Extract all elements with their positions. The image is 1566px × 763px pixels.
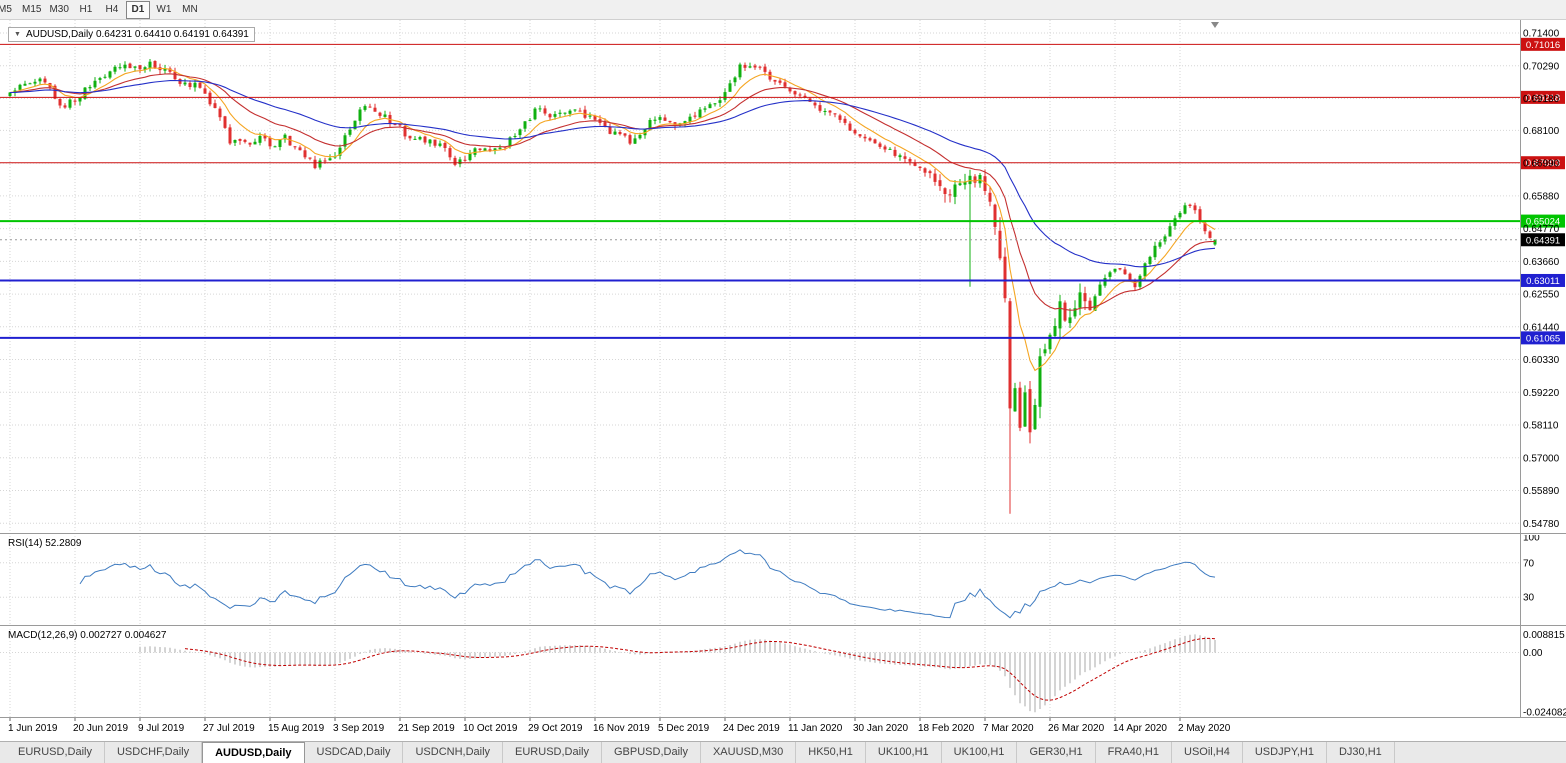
svg-text:0.67003: 0.67003 xyxy=(1526,158,1560,169)
svg-text:24 Dec 2019: 24 Dec 2019 xyxy=(723,723,780,734)
svg-text:70: 70 xyxy=(1523,558,1535,569)
timeframe-button-m30[interactable]: M30 xyxy=(49,3,69,15)
timeframe-button-w1[interactable]: W1 xyxy=(156,3,172,15)
svg-text:0.71016: 0.71016 xyxy=(1526,40,1560,51)
svg-text:-0.024082: -0.024082 xyxy=(1523,708,1566,719)
chart-tab-7-xauusd-m30[interactable]: XAUUSD,M30 xyxy=(700,742,797,763)
svg-text:0.58110: 0.58110 xyxy=(1523,421,1559,432)
svg-text:0.57000: 0.57000 xyxy=(1523,453,1560,464)
chevron-down-icon[interactable]: ▼ xyxy=(14,31,21,38)
chart-tab-8-hk50-h1[interactable]: HK50,H1 xyxy=(796,742,866,763)
svg-text:7 Mar 2020: 7 Mar 2020 xyxy=(983,723,1034,734)
svg-text:0.00: 0.00 xyxy=(1523,648,1543,659)
chart-tab-10-uk100-h1[interactable]: UK100,H1 xyxy=(941,742,1018,763)
chart-tab-9-uk100-h1[interactable]: UK100,H1 xyxy=(865,742,942,763)
svg-text:0.64770: 0.64770 xyxy=(1523,224,1560,235)
rsi-line xyxy=(79,549,1216,619)
moving-averages xyxy=(9,67,1216,372)
timeframe-toolbar: M5 M15 M30 H1 H4 D1 W1 MN xyxy=(0,0,1566,20)
svg-text:0.54780: 0.54780 xyxy=(1523,519,1560,530)
svg-text:5 Dec 2019: 5 Dec 2019 xyxy=(658,723,710,734)
timeframe-button-mn[interactable]: MN xyxy=(182,3,198,15)
svg-text:15 Aug 2019: 15 Aug 2019 xyxy=(268,723,325,734)
chart-title-box: ▼ AUDUSD,Daily 0.64231 0.64410 0.64191 0… xyxy=(8,27,255,42)
horizontal-level-lines[interactable]: 0.71016 0.69218 0.67003 0.65024 0.63011 0.610… xyxy=(0,37,1565,345)
chart-tab-1-usdchf-daily[interactable]: USDCHF,Daily xyxy=(104,742,203,763)
svg-text:0.62550: 0.62550 xyxy=(1523,290,1560,301)
svg-text:0.63660: 0.63660 xyxy=(1523,257,1560,268)
chart-tab-3-usdcad-daily[interactable]: USDCAD,Daily xyxy=(304,742,404,763)
svg-text:16 Nov 2019: 16 Nov 2019 xyxy=(593,723,650,734)
timeframe-button-m15[interactable]: M15 xyxy=(22,3,42,15)
chart-tab-bar: EURUSD,Daily USDCHF,Daily AUDUSD,Daily USDC… xyxy=(0,741,1566,763)
svg-text:14 Apr 2020: 14 Apr 2020 xyxy=(1113,723,1167,734)
indicator-panels xyxy=(0,549,1520,713)
ma-line-45 xyxy=(9,79,1216,268)
timeframe-button-h1[interactable]: H1 xyxy=(79,3,93,15)
svg-text:0.66990: 0.66990 xyxy=(1523,159,1560,170)
axis-labels[interactable]: 0.71400 0.70290 0.69180 0.68100 0.66990 0.658… xyxy=(8,22,1566,734)
timeframe-button-m5[interactable]: M5 xyxy=(0,3,12,15)
svg-text:0.008815: 0.008815 xyxy=(1523,630,1565,641)
chart-shift-marker xyxy=(1211,22,1219,28)
svg-text:9 Jul 2019: 9 Jul 2019 xyxy=(138,723,185,734)
svg-text:0.65880: 0.65880 xyxy=(1523,191,1560,202)
svg-text:3 Sep 2019: 3 Sep 2019 xyxy=(333,723,385,734)
svg-text:0.59220: 0.59220 xyxy=(1523,388,1560,399)
svg-text:27 Jul 2019: 27 Jul 2019 xyxy=(203,723,255,734)
svg-text:18 Feb 2020: 18 Feb 2020 xyxy=(918,723,975,734)
svg-text:0.71400: 0.71400 xyxy=(1523,29,1560,40)
ma-line-20 xyxy=(9,73,1216,311)
gridlines xyxy=(0,20,1520,717)
rsi-indicator-label: RSI(14) 52.2809 xyxy=(8,538,82,549)
ma-line-8 xyxy=(9,67,1216,372)
chart-tab-6-gbpusd-daily[interactable]: GBPUSD,Daily xyxy=(602,742,701,763)
svg-text:29 Oct 2019: 29 Oct 2019 xyxy=(528,723,583,734)
svg-text:0.60330: 0.60330 xyxy=(1523,355,1560,366)
svg-text:10 Oct 2019: 10 Oct 2019 xyxy=(463,723,518,734)
svg-text:0.69180: 0.69180 xyxy=(1523,94,1560,105)
svg-text:0.55890: 0.55890 xyxy=(1523,486,1560,497)
svg-text:100: 100 xyxy=(1523,533,1540,544)
chart-tab-2-audusd-daily[interactable]: AUDUSD,Daily xyxy=(202,742,305,763)
svg-text:0.65024: 0.65024 xyxy=(1526,217,1560,228)
svg-text:0.68100: 0.68100 xyxy=(1523,126,1560,137)
svg-text:1 Jun 2019: 1 Jun 2019 xyxy=(8,723,58,734)
svg-text:0.61440: 0.61440 xyxy=(1523,322,1560,333)
svg-text:2 May 2020: 2 May 2020 xyxy=(1178,723,1231,734)
chart-tab-4-usdcnh-daily[interactable]: USDCNH,Daily xyxy=(403,742,504,763)
chart-tab-15-dj30-h1[interactable]: DJ30,H1 xyxy=(1326,742,1395,763)
panel-separators[interactable] xyxy=(0,20,1566,718)
svg-text:0.63011: 0.63011 xyxy=(1526,276,1560,287)
macd-signal-line xyxy=(184,637,1216,701)
chart-tab-12-fra40-h1[interactable]: FRA40,H1 xyxy=(1095,742,1172,763)
svg-text:21 Sep 2019: 21 Sep 2019 xyxy=(398,723,455,734)
svg-text:0.64391: 0.64391 xyxy=(1526,235,1560,246)
svg-text:0.70290: 0.70290 xyxy=(1523,61,1560,72)
svg-text:0.69218: 0.69218 xyxy=(1526,93,1560,104)
chart-title-ohlc: AUDUSD,Daily 0.64231 0.64410 0.64191 0.6… xyxy=(25,29,249,40)
chart-tab-11-ger30-h1[interactable]: GER30,H1 xyxy=(1017,742,1096,763)
macd-indicator-label: MACD(12,26,9) 0.002727 0.004627 xyxy=(8,630,167,641)
svg-text:30: 30 xyxy=(1523,593,1535,604)
current-price-badge xyxy=(1521,233,1565,247)
chart-tab-5-eurusd-daily[interactable]: EURUSD,Daily xyxy=(503,742,602,763)
svg-text:20 Jun 2019: 20 Jun 2019 xyxy=(73,723,128,734)
svg-text:26 Mar 2020: 26 Mar 2020 xyxy=(1048,723,1105,734)
chart-tab-0-eurusd-daily[interactable]: EURUSD,Daily xyxy=(6,742,105,763)
timeframe-button-d1[interactable]: D1 xyxy=(125,0,150,19)
timeframe-button-h4[interactable]: H4 xyxy=(105,3,119,15)
chart-tab-13-usoil-h4[interactable]: USOil,H4 xyxy=(1172,742,1243,763)
svg-text:11 Jan 2020: 11 Jan 2020 xyxy=(788,723,843,734)
chart-tab-14-usdjpy-h1[interactable]: USDJPY,H1 xyxy=(1242,742,1327,763)
svg-text:30 Jan 2020: 30 Jan 2020 xyxy=(853,723,908,734)
svg-text:0.61065: 0.61065 xyxy=(1526,333,1560,344)
